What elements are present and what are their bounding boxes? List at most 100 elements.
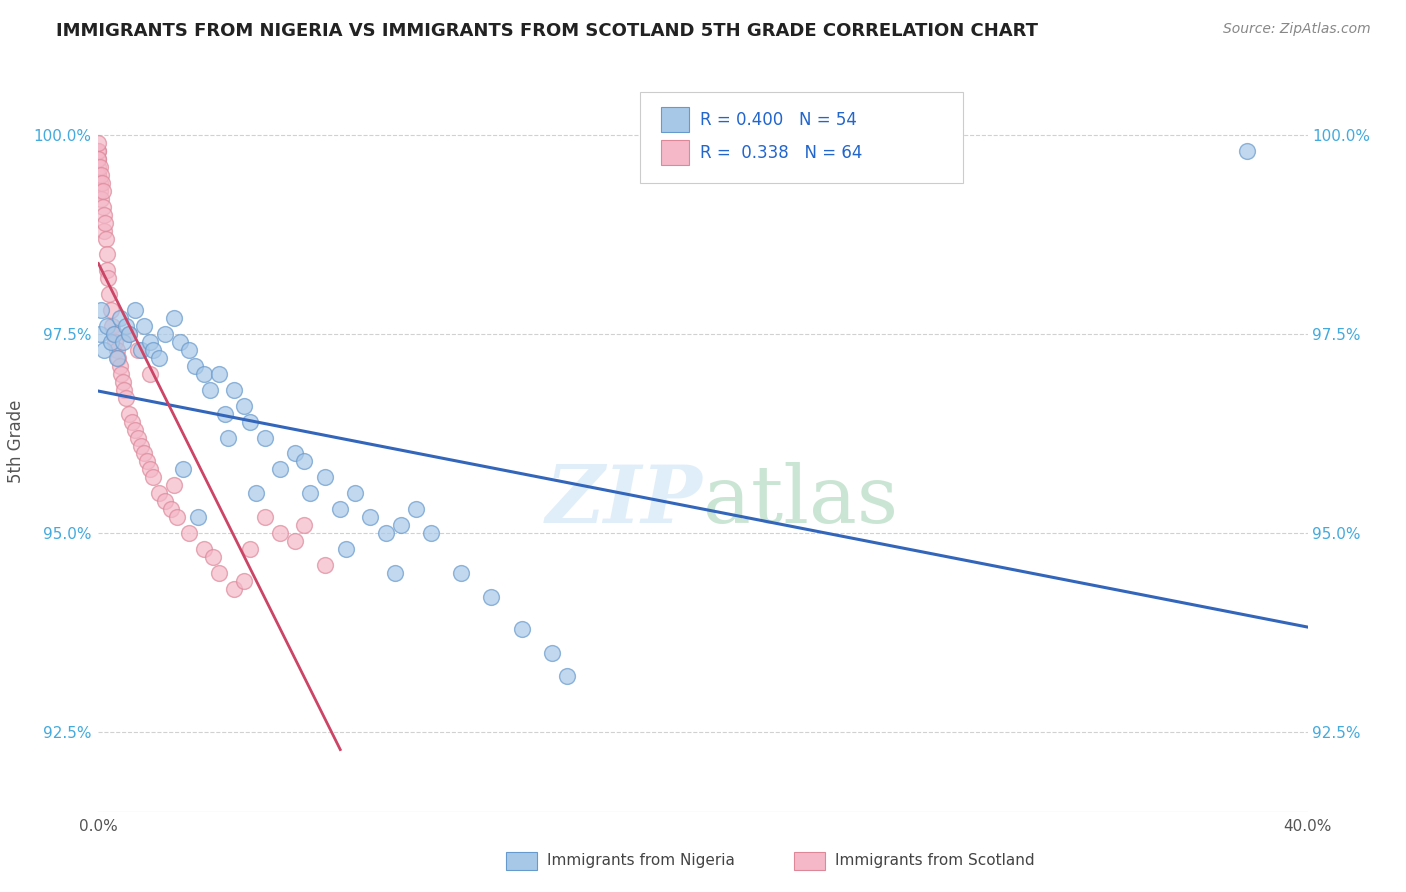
Point: [224, 582, 246, 596]
Point: [96, 247, 118, 261]
Point: [127, 343, 149, 357]
Point: [335, 541, 357, 556]
Point: [124, 423, 146, 437]
Point: [91, 200, 114, 214]
Point: [314, 470, 336, 484]
Point: [121, 415, 143, 429]
Point: [153, 494, 176, 508]
Point: [105, 351, 128, 365]
Point: [540, 646, 562, 660]
Point: [253, 510, 276, 524]
Point: [118, 407, 141, 421]
Point: [148, 486, 170, 500]
Point: [232, 574, 254, 588]
Point: [384, 566, 406, 580]
Point: [96, 319, 118, 334]
Point: [96, 263, 118, 277]
Point: [112, 383, 135, 397]
Point: [89, 327, 111, 342]
Point: [374, 526, 396, 541]
Point: [87, 160, 110, 174]
Point: [284, 534, 307, 549]
Point: [202, 549, 225, 564]
Y-axis label: 5th Grade: 5th Grade: [7, 400, 25, 483]
Point: [142, 470, 165, 484]
Point: [555, 669, 578, 683]
Point: [108, 359, 131, 373]
Point: [101, 319, 124, 334]
Point: [108, 311, 131, 326]
Text: Immigrants from Nigeria: Immigrants from Nigeria: [547, 854, 735, 868]
Point: [232, 399, 254, 413]
Point: [129, 343, 152, 357]
Point: [87, 136, 110, 150]
Point: [89, 160, 111, 174]
Point: [114, 319, 136, 334]
Text: atlas: atlas: [703, 462, 898, 540]
Point: [132, 319, 155, 334]
Point: [139, 462, 162, 476]
Point: [103, 327, 125, 342]
Point: [389, 518, 412, 533]
Point: [344, 486, 367, 500]
Point: [193, 367, 215, 381]
Point: [93, 343, 115, 357]
Point: [87, 144, 110, 158]
Point: [104, 334, 127, 349]
Point: [135, 454, 157, 468]
Point: [91, 176, 114, 190]
Point: [420, 526, 443, 541]
Point: [200, 383, 222, 397]
Point: [97, 271, 120, 285]
Point: [87, 144, 110, 158]
Point: [269, 526, 291, 541]
Point: [329, 502, 352, 516]
Point: [124, 303, 146, 318]
Text: R =  0.338   N = 64: R = 0.338 N = 64: [700, 144, 862, 161]
Point: [142, 343, 165, 357]
Point: [129, 438, 152, 452]
Point: [139, 367, 162, 381]
Point: [217, 431, 239, 445]
Point: [98, 287, 121, 301]
Point: [100, 334, 122, 349]
Point: [93, 223, 115, 237]
Point: [87, 152, 110, 166]
Point: [179, 526, 201, 541]
Point: [107, 351, 129, 365]
Point: [239, 541, 262, 556]
Point: [100, 303, 122, 318]
Text: ZIP: ZIP: [546, 462, 703, 540]
Point: [163, 311, 186, 326]
Point: [118, 327, 141, 342]
Point: [114, 391, 136, 405]
Point: [269, 462, 291, 476]
Point: [292, 454, 315, 468]
Point: [314, 558, 336, 572]
Point: [292, 518, 315, 533]
Point: [405, 502, 427, 516]
Point: [481, 590, 503, 604]
Point: [193, 541, 215, 556]
Point: [127, 431, 149, 445]
Point: [510, 622, 533, 636]
Point: [90, 168, 112, 182]
Text: Immigrants from Scotland: Immigrants from Scotland: [835, 854, 1035, 868]
Point: [224, 383, 246, 397]
Point: [284, 446, 307, 460]
Point: [105, 343, 128, 357]
Point: [253, 431, 276, 445]
Point: [90, 192, 112, 206]
Point: [111, 375, 134, 389]
Point: [1236, 144, 1258, 158]
Point: [172, 462, 194, 476]
Point: [239, 415, 262, 429]
Text: Source: ZipAtlas.com: Source: ZipAtlas.com: [1223, 22, 1371, 37]
Point: [160, 502, 183, 516]
Point: [148, 351, 170, 365]
Point: [208, 566, 231, 580]
Point: [110, 367, 132, 381]
Point: [184, 359, 207, 373]
Text: IMMIGRANTS FROM NIGERIA VS IMMIGRANTS FROM SCOTLAND 5TH GRADE CORRELATION CHART: IMMIGRANTS FROM NIGERIA VS IMMIGRANTS FR…: [56, 22, 1038, 40]
Point: [179, 343, 201, 357]
